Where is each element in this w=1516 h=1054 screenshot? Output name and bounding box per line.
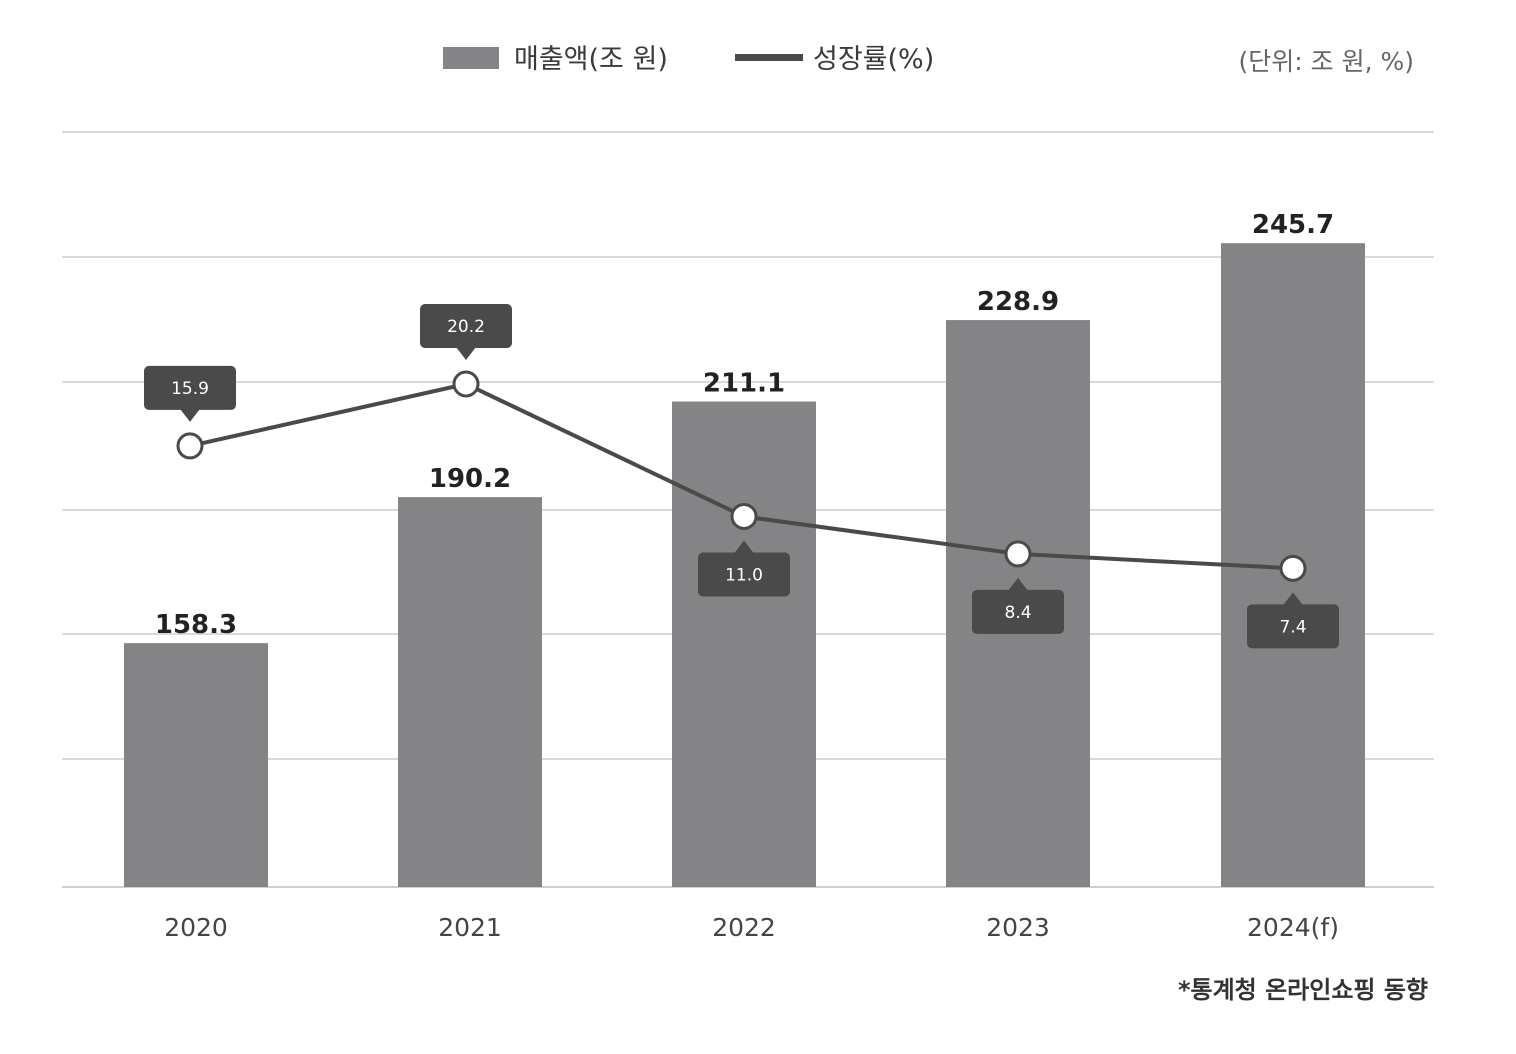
x-axis-labels: 2020 2021 2022 2023 2024(f) — [164, 913, 1339, 942]
growth-value-label: 7.4 — [1279, 617, 1306, 637]
growth-callout: 11.0 — [698, 540, 790, 597]
x-tick-label: 2020 — [164, 913, 228, 942]
growth-callout: 15.9 — [144, 365, 236, 422]
bar-labels: 158.3 190.2 211.1 228.9 245.7 — [155, 210, 1334, 640]
x-tick-label: 2024(f) — [1247, 913, 1339, 942]
legend-label-bar: 매출액(조 원) — [514, 44, 668, 75]
bar-2020 — [124, 643, 268, 887]
growth-value-label: 8.4 — [1004, 603, 1031, 623]
growth-point-2021 — [452, 370, 480, 398]
bar-value-label: 211.1 — [703, 369, 785, 399]
bar-2021 — [398, 497, 542, 887]
x-tick-label: 2021 — [438, 913, 502, 942]
growth-value-label: 11.0 — [725, 565, 763, 585]
x-tick-label: 2022 — [712, 913, 776, 942]
growth-point-2023 — [1004, 540, 1032, 568]
legend-swatch-bar — [443, 47, 499, 69]
growth-value-label: 20.2 — [447, 317, 485, 337]
growth-value-label: 15.9 — [171, 379, 209, 399]
bar-value-label: 158.3 — [155, 610, 237, 640]
growth-point-2024(f) — [1279, 554, 1307, 582]
growth-callouts: 15.9 20.2 11.0 8.4 7.4 — [144, 304, 1339, 649]
legend-label-line: 성장률(%) — [813, 44, 934, 75]
legend: 매출액(조 원) 성장률(%) — [443, 44, 934, 75]
bar-2022 — [672, 401, 816, 887]
growth-point-2022 — [730, 502, 758, 530]
bar-value-label: 245.7 — [1252, 210, 1334, 240]
unit-note: (단위: 조 원, %) — [1239, 47, 1414, 76]
legend-swatch-line — [735, 54, 803, 61]
growth-callout: 20.2 — [420, 304, 512, 360]
x-tick-label: 2023 — [986, 913, 1050, 942]
growth-line — [176, 370, 1307, 582]
bar-value-label: 190.2 — [429, 464, 511, 494]
source-note: *통계청 온라인쇼핑 동향 — [1178, 976, 1428, 1004]
growth-point-2020 — [176, 432, 204, 460]
growth-callout: 7.4 — [1247, 592, 1339, 649]
growth-callout: 8.4 — [972, 577, 1064, 634]
bar-value-label: 228.9 — [977, 287, 1059, 317]
